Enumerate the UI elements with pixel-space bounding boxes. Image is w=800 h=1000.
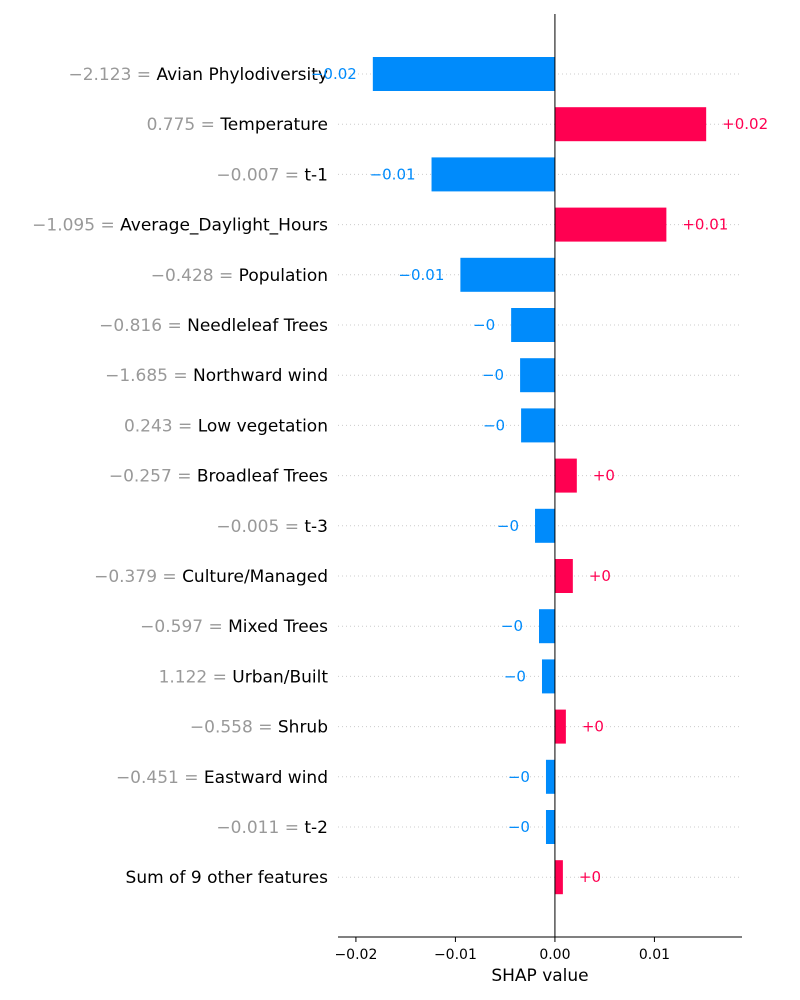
feature-value: −0.558 = xyxy=(190,718,278,738)
feature-name: Population xyxy=(239,266,328,286)
feature-value: −0.816 = xyxy=(99,316,187,336)
feature-name: t-1 xyxy=(304,165,328,185)
shap-value-label: −0.01 xyxy=(398,266,444,284)
bar xyxy=(372,57,555,91)
feature-label: −1.685 = Northward wind xyxy=(105,366,328,386)
feature-name: Average_Daylight_Hours xyxy=(120,216,328,236)
feature-label: Sum of 9 other features xyxy=(126,868,329,888)
x-tick-label: −0.01 xyxy=(434,947,477,963)
feature-label: −0.451 = Eastward wind xyxy=(116,768,328,788)
shap-value-label: +0 xyxy=(589,567,611,585)
shap-value-label: +0 xyxy=(579,868,601,886)
feature-labels: −2.123 = Avian Phylodiversity 0.775 = Tem… xyxy=(32,65,328,888)
feature-name: Urban/Built xyxy=(232,667,328,687)
x-axis-label: SHAP value xyxy=(491,966,588,986)
shap-value-label: +0.02 xyxy=(722,115,768,133)
feature-label: 1.122 = Urban/Built xyxy=(159,667,329,687)
bar xyxy=(539,609,555,644)
bar xyxy=(554,207,667,242)
feature-value: 0.243 = xyxy=(124,416,198,436)
bar xyxy=(554,860,563,895)
feature-name: Culture/Managed xyxy=(182,567,328,587)
feature-label: −0.257 = Broadleaf Trees xyxy=(109,467,328,487)
bar xyxy=(554,709,566,744)
feature-name: Needleleaf Trees xyxy=(187,316,328,336)
bar xyxy=(545,759,555,794)
shap-value-label: −0.02 xyxy=(311,65,357,83)
feature-name: t-3 xyxy=(304,517,328,537)
feature-label: −1.095 = Average_Daylight_Hours xyxy=(32,216,328,236)
feature-name: Shrub xyxy=(278,718,328,738)
x-tick-label: −0.02 xyxy=(334,947,377,963)
feature-label: −0.558 = Shrub xyxy=(190,718,328,738)
shap-value-label: +0 xyxy=(593,467,615,485)
feature-value: 0.775 = xyxy=(147,115,221,135)
bar xyxy=(431,157,555,192)
bars xyxy=(372,57,707,895)
feature-name: Avian Phylodiversity xyxy=(156,65,328,85)
grid-lines xyxy=(338,73,742,878)
feature-label: −0.428 = Population xyxy=(151,266,328,286)
feature-name: Northward wind xyxy=(193,366,328,386)
feature-value: −0.379 = xyxy=(94,567,182,587)
feature-label: −0.011 = t-2 xyxy=(216,818,328,838)
shap-value-label: −0 xyxy=(508,818,530,836)
feature-name: Broadleaf Trees xyxy=(197,467,328,487)
bar xyxy=(511,308,555,342)
shap-value-label: +0 xyxy=(582,718,604,736)
shap-value-label: −0 xyxy=(508,768,530,786)
bar xyxy=(541,659,555,694)
feature-label: 0.243 = Low vegetation xyxy=(124,416,328,436)
x-tick-label: 0.00 xyxy=(539,947,570,963)
bar xyxy=(520,358,555,393)
feature-value: −0.007 = xyxy=(216,165,304,185)
shap-value-label: −0 xyxy=(482,366,504,384)
shap-value-label: −0 xyxy=(501,617,523,635)
feature-value: −1.095 = xyxy=(32,216,120,236)
bar xyxy=(521,408,555,443)
bar xyxy=(554,458,577,493)
value-labels: −0.02 +0.02 −0.01 +0.01 −0.01 −0 −0 −0 +0 −0 +0 −0 −… xyxy=(311,65,768,886)
shap-value-label: −0 xyxy=(497,517,519,535)
feature-label: −2.123 = Avian Phylodiversity xyxy=(68,65,328,85)
feature-label: −0.005 = t-3 xyxy=(216,517,328,537)
feature-label: 0.775 = Temperature xyxy=(147,115,328,135)
feature-value: −2.123 = xyxy=(68,65,156,85)
feature-name: t-2 xyxy=(304,818,328,838)
feature-value: −0.597 = xyxy=(140,617,228,637)
feature-label: −0.007 = t-1 xyxy=(216,165,328,185)
shap-value-label: −0 xyxy=(483,416,505,434)
feature-name: Mixed Trees xyxy=(228,617,328,637)
feature-name: Sum of 9 other features xyxy=(126,868,329,888)
bar xyxy=(554,559,573,593)
shap-value-label: −0 xyxy=(473,316,495,334)
feature-value: −0.011 = xyxy=(216,818,304,838)
feature-label: −0.379 = Culture/Managed xyxy=(94,567,328,587)
shap-value-label: +0.01 xyxy=(682,216,728,234)
feature-value: 1.122 = xyxy=(159,667,233,687)
bar xyxy=(554,107,707,142)
feature-value: −0.257 = xyxy=(109,467,197,487)
feature-value: −0.005 = xyxy=(216,517,304,537)
bar xyxy=(535,508,555,543)
bar xyxy=(460,257,555,292)
x-axis-ticks: −0.02 −0.01 0.00 0.01 xyxy=(334,937,670,963)
feature-label: −0.597 = Mixed Trees xyxy=(140,617,328,637)
feature-name: Low vegetation xyxy=(198,416,328,436)
feature-name: Eastward wind xyxy=(204,768,328,788)
feature-value: −1.685 = xyxy=(105,366,193,386)
shap-value-label: −0 xyxy=(504,667,526,685)
feature-name: Temperature xyxy=(219,115,328,135)
feature-value: −0.428 = xyxy=(151,266,239,286)
shap-value-label: −0.01 xyxy=(370,165,416,183)
bar xyxy=(545,810,555,844)
feature-value: −0.451 = xyxy=(116,768,204,788)
feature-label: −0.816 = Needleleaf Trees xyxy=(99,316,328,336)
x-tick-label: 0.01 xyxy=(639,947,670,963)
